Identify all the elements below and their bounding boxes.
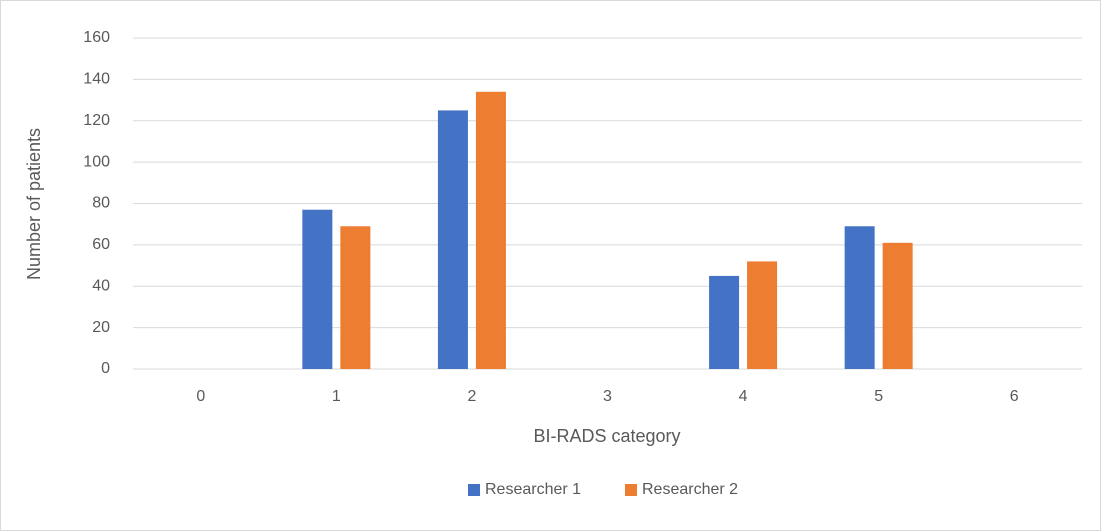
x-tick-label: 5 bbox=[874, 388, 883, 405]
x-tick-label: 6 bbox=[1010, 388, 1019, 405]
x-tick-label: 1 bbox=[332, 388, 341, 405]
y-tick-label: 140 bbox=[83, 71, 110, 88]
bar bbox=[882, 242, 913, 369]
legend-label: Researcher 2 bbox=[642, 481, 738, 498]
y-tick-label: 0 bbox=[101, 360, 110, 377]
y-tick-label: 160 bbox=[83, 29, 110, 46]
x-tick-label: 2 bbox=[467, 388, 476, 405]
legend-label: Researcher 1 bbox=[485, 481, 581, 498]
y-tick-label: 120 bbox=[83, 112, 110, 129]
bar bbox=[747, 261, 778, 369]
bar bbox=[340, 226, 371, 369]
y-axis-title: Number of patients bbox=[24, 128, 44, 280]
x-tick-label: 4 bbox=[739, 388, 748, 405]
bar bbox=[709, 275, 740, 369]
x-tick-label: 3 bbox=[603, 388, 612, 405]
y-tick-label: 100 bbox=[83, 153, 110, 170]
x-tick-label: 0 bbox=[196, 388, 205, 405]
x-axis-title: BI-RADS category bbox=[533, 426, 680, 446]
bar bbox=[475, 91, 506, 369]
y-tick-label: 80 bbox=[92, 195, 110, 212]
y-tick-label: 20 bbox=[92, 319, 110, 336]
y-tick-label: 40 bbox=[92, 277, 110, 294]
bar bbox=[844, 226, 875, 369]
bar bbox=[437, 110, 468, 369]
y-tick-label: 60 bbox=[92, 236, 110, 253]
bar bbox=[302, 209, 333, 369]
legend-swatch bbox=[625, 484, 637, 496]
legend-swatch bbox=[468, 484, 480, 496]
